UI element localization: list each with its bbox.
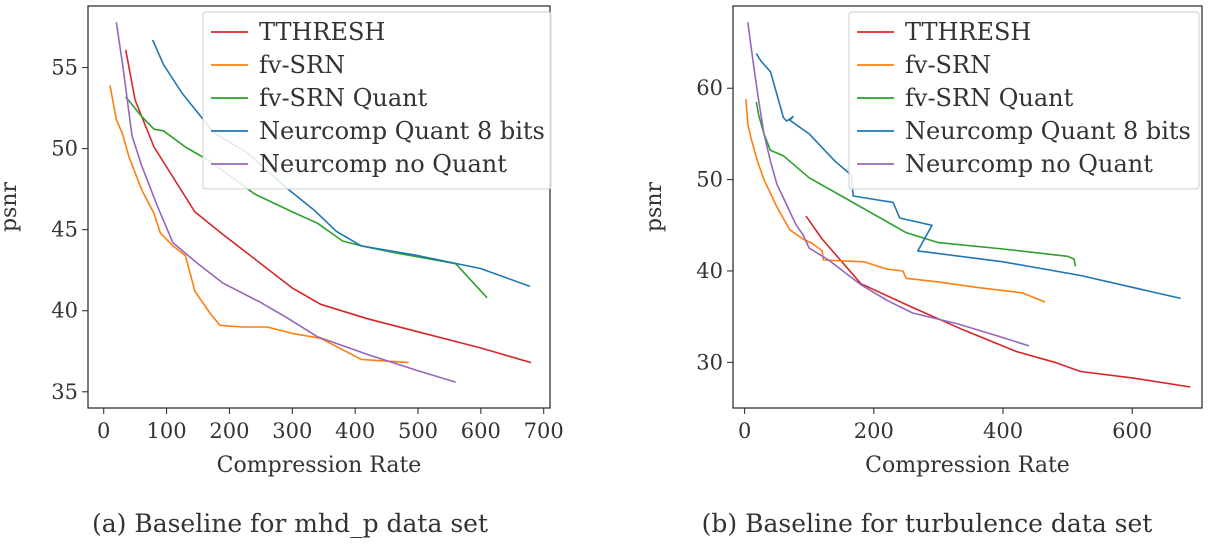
y-tick-label: 60 (696, 76, 723, 100)
series-line-neurcomp-quant-8-bits (755, 53, 1181, 300)
y-tick-label: 55 (51, 56, 78, 80)
y-axis-label: psnr (0, 181, 22, 232)
x-tick-label: 0 (97, 419, 110, 443)
figure-caption: (b) Baseline for turbulence data set (702, 509, 1153, 538)
series-line-neurcomp-quant-8-bits (151, 39, 531, 288)
chart-panel-a: 0 100 200 300 400 500 600 700 35 40 45 50 55 Compress… (0, 5, 564, 538)
series-line-fv-srn-quant (125, 96, 488, 299)
plot-frame (87, 5, 551, 409)
y-tick-label: 50 (51, 137, 78, 161)
figure-caption: (a) Baseline for mhd_p data set (92, 509, 488, 538)
legend-label: TTHRESH (259, 18, 385, 46)
series-line-fv-srn (745, 99, 1046, 303)
x-tick-label: 400 (983, 419, 1023, 443)
series-line-neurcomp-no-quant (115, 22, 456, 383)
plot-frame (732, 5, 1203, 409)
y-tick-label: 45 (51, 218, 78, 242)
x-tick-label: 100 (147, 419, 187, 443)
series-line-fv-srn (109, 85, 409, 364)
x-axis-label: Compression Rate (865, 453, 1070, 478)
y-axis-label: psnr (642, 181, 667, 232)
legend-label: TTHRESH (905, 18, 1031, 46)
legend-label: fv-SRN (259, 51, 345, 79)
y-tick-label: 30 (696, 350, 723, 374)
legend-label: Neurcomp Quant 8 bits (905, 117, 1191, 145)
y-tick-label: 40 (696, 259, 723, 283)
x-tick-label: 300 (272, 419, 312, 443)
y-tick-label: 40 (51, 299, 78, 323)
legend-label: Neurcomp no Quant (905, 150, 1153, 178)
legend-label: Neurcomp no Quant (259, 150, 507, 178)
y-tick-label: 35 (51, 380, 78, 404)
x-tick-label: 200 (209, 419, 249, 443)
x-tick-label: 600 (461, 419, 501, 443)
series-line-tthresh (124, 49, 532, 364)
x-axis-label: Compression Rate (217, 453, 422, 478)
legend-label: fv-SRN Quant (905, 84, 1074, 112)
series-line-tthresh (805, 215, 1191, 388)
x-tick-label: 600 (1112, 419, 1152, 443)
x-tick-label: 200 (854, 419, 894, 443)
x-tick-label: 0 (738, 419, 751, 443)
chart-panel-b: 0 200 400 600 30 40 50 60 Compression Rate psnr TT… (642, 5, 1203, 538)
y-tick-label: 50 (696, 168, 723, 192)
legend-label: fv-SRN (905, 51, 991, 79)
legend-label: Neurcomp Quant 8 bits (259, 117, 545, 145)
x-tick-label: 700 (524, 419, 564, 443)
legend-box (848, 11, 1200, 190)
legend-label: fv-SRN Quant (259, 84, 428, 112)
series-line-neurcomp-no-quant (747, 22, 1030, 347)
legend-box (202, 11, 552, 190)
x-tick-label: 500 (398, 419, 438, 443)
x-tick-label: 400 (335, 419, 375, 443)
